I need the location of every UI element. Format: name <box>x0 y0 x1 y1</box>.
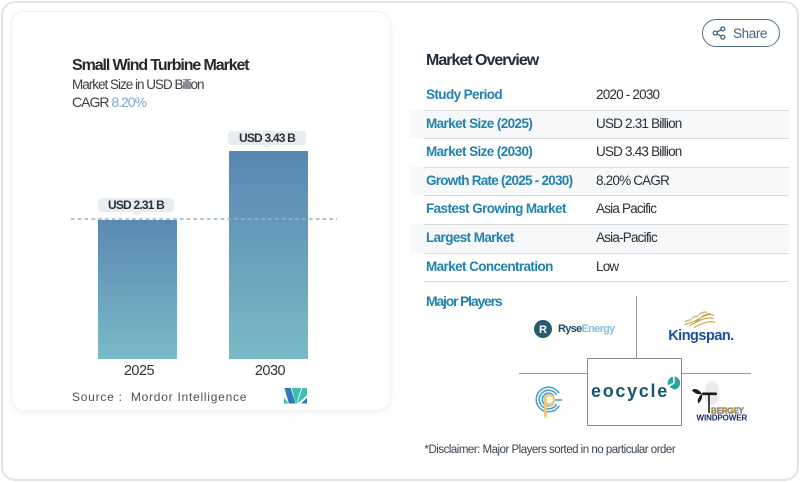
svg-text:WINDPOWER: WINDPOWER <box>697 414 748 423</box>
svg-text:BERGEY: BERGEY <box>711 407 744 416</box>
svg-text:R: R <box>539 324 547 336</box>
